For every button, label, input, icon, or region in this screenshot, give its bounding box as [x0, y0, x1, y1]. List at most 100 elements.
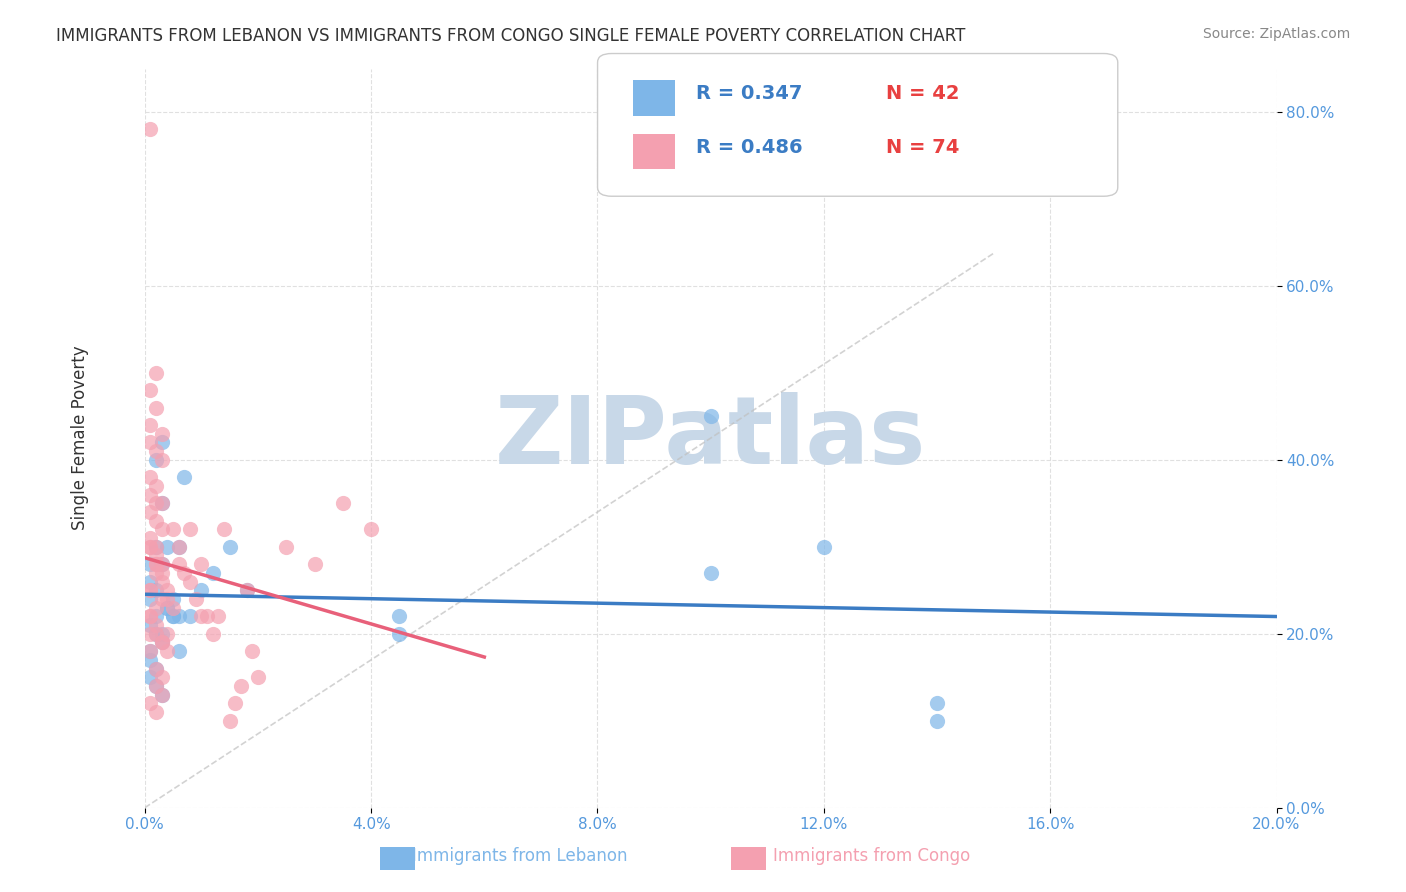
Point — [162, 609, 184, 624]
Point — [145, 540, 167, 554]
Point — [276, 540, 298, 554]
Point — [162, 600, 184, 615]
Point — [145, 549, 167, 563]
Point — [139, 696, 162, 710]
Point — [162, 609, 184, 624]
Point — [925, 714, 948, 728]
Point — [139, 591, 162, 606]
Point — [167, 558, 190, 572]
Point — [139, 558, 162, 572]
Point — [145, 661, 167, 675]
Point — [139, 122, 162, 136]
Point — [145, 626, 167, 640]
Point — [332, 496, 354, 510]
Point — [145, 609, 167, 624]
Point — [150, 688, 173, 702]
Point — [150, 566, 173, 580]
Point — [150, 523, 173, 537]
Point — [145, 558, 167, 572]
Point — [235, 583, 257, 598]
Point — [150, 574, 173, 589]
Point — [139, 609, 162, 624]
Point — [224, 696, 246, 710]
Text: ZIPatlas: ZIPatlas — [495, 392, 927, 484]
Point — [162, 523, 184, 537]
Point — [190, 583, 212, 598]
Point — [145, 679, 167, 693]
Point — [150, 496, 173, 510]
Point — [145, 496, 167, 510]
Point — [360, 523, 382, 537]
Text: IMMIGRANTS FROM LEBANON VS IMMIGRANTS FROM CONGO SINGLE FEMALE POVERTY CORRELATI: IMMIGRANTS FROM LEBANON VS IMMIGRANTS FR… — [56, 27, 966, 45]
Point — [139, 583, 162, 598]
Point — [240, 644, 263, 658]
Point — [145, 540, 167, 554]
Point — [145, 705, 167, 719]
Point — [207, 609, 229, 624]
Point — [179, 523, 201, 537]
Point — [925, 696, 948, 710]
Point — [145, 583, 167, 598]
Point — [139, 488, 162, 502]
Point — [150, 558, 173, 572]
Point — [190, 558, 212, 572]
Point — [139, 531, 162, 545]
Point — [145, 479, 167, 493]
Point — [150, 591, 173, 606]
Text: N = 74: N = 74 — [886, 137, 959, 157]
Point — [150, 635, 173, 649]
Point — [156, 540, 179, 554]
Point — [139, 644, 162, 658]
Point — [145, 366, 167, 380]
Point — [150, 558, 173, 572]
Point — [388, 626, 411, 640]
Point — [145, 566, 167, 580]
Y-axis label: Single Female Poverty: Single Female Poverty — [72, 346, 89, 531]
Point — [218, 540, 240, 554]
Point — [139, 540, 162, 554]
Point — [167, 609, 190, 624]
Point — [139, 540, 162, 554]
Point — [139, 583, 162, 598]
Point — [699, 409, 721, 424]
Point — [304, 558, 326, 572]
Point — [156, 583, 179, 598]
Point — [145, 444, 167, 458]
Point — [156, 591, 179, 606]
Point — [145, 453, 167, 467]
Point — [184, 591, 207, 606]
Point — [246, 670, 269, 684]
Point — [139, 435, 162, 450]
Point — [139, 609, 162, 624]
Point — [145, 558, 167, 572]
Point — [150, 688, 173, 702]
Point — [139, 418, 162, 433]
Point — [150, 635, 173, 649]
Point — [139, 670, 162, 684]
Point — [139, 574, 162, 589]
Point — [212, 523, 235, 537]
Point — [150, 426, 173, 441]
Point — [229, 679, 252, 693]
Point — [139, 505, 162, 519]
Point — [167, 540, 190, 554]
Point — [145, 514, 167, 528]
Point — [167, 644, 190, 658]
Point — [201, 566, 224, 580]
Point — [139, 618, 162, 632]
Point — [150, 626, 173, 640]
Point — [235, 583, 257, 598]
Point — [162, 591, 184, 606]
Point — [145, 626, 167, 640]
Point — [150, 670, 173, 684]
Point — [195, 609, 218, 624]
Point — [150, 635, 173, 649]
Point — [173, 470, 195, 484]
Point — [190, 609, 212, 624]
Point — [145, 679, 167, 693]
Text: Source: ZipAtlas.com: Source: ZipAtlas.com — [1202, 27, 1350, 41]
Point — [156, 600, 179, 615]
Point — [179, 609, 201, 624]
Text: R = 0.347: R = 0.347 — [696, 84, 803, 103]
Point — [173, 566, 195, 580]
